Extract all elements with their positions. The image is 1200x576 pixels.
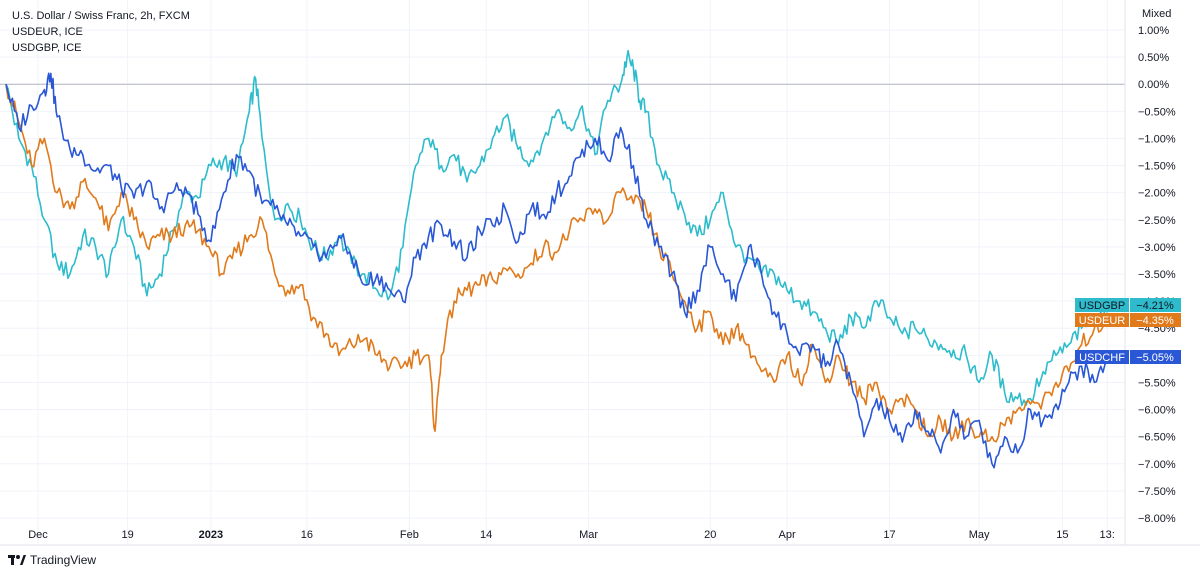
- x-tick-label: 13:: [1100, 529, 1115, 541]
- y-tick-label: −6.00%: [1138, 405, 1176, 417]
- series-name-tag: USDEUR: [1079, 315, 1126, 327]
- y-tick-label: −1.50%: [1138, 161, 1176, 173]
- series-line-usdeur[interactable]: [5, 84, 1108, 443]
- tradingview-logo-icon: [8, 555, 26, 565]
- series-line-usdchf[interactable]: [5, 72, 1108, 469]
- grid: [0, 0, 1125, 545]
- series-name-tag: USDGBP: [1079, 300, 1125, 312]
- x-tick-label: 19: [122, 529, 134, 541]
- x-tick-label: Apr: [779, 529, 796, 541]
- last-value-tag-bg: [1130, 313, 1181, 327]
- y-tick-label: −3.00%: [1138, 242, 1176, 254]
- y-tick-label: 0.50%: [1138, 52, 1169, 64]
- y-tick-label: −7.00%: [1138, 459, 1176, 471]
- series-name-tag-bg: [1075, 350, 1129, 364]
- y-tick-label: 0.00%: [1138, 79, 1169, 91]
- x-tick-label: 16: [301, 529, 313, 541]
- last-value-labels: USDGBP −4.21% USDEUR −4.35% USDCHF −5.05%: [1075, 298, 1181, 364]
- legend-series-chf[interactable]: U.S. Dollar / Swiss Franc, 2h, FXCM: [12, 10, 190, 22]
- x-tick-label: 17: [883, 529, 895, 541]
- y-tick-label: −7.50%: [1138, 486, 1176, 498]
- last-value-tag-bg: [1130, 298, 1181, 312]
- series-name-tag: USDCHF: [1079, 352, 1125, 364]
- y-tick-label: −8.00%: [1138, 513, 1176, 525]
- y-tick-label: −6.50%: [1138, 432, 1176, 444]
- y-tick-label: −0.50%: [1138, 106, 1176, 118]
- x-tick-label: May: [969, 529, 990, 541]
- scale-mode-label[interactable]: Mixed: [1142, 8, 1171, 20]
- y-tick-label: −2.00%: [1138, 188, 1176, 200]
- x-tick-label: 2023: [199, 529, 223, 541]
- series-name-tag-bg: [1075, 313, 1129, 327]
- legend: U.S. Dollar / Swiss Franc, 2h, FXCM USDE…: [12, 8, 190, 56]
- y-tick-label: −2.50%: [1138, 215, 1176, 227]
- last-value-tag: −4.35%: [1136, 315, 1174, 327]
- y-tick-label: −5.50%: [1138, 377, 1176, 389]
- y-axis: 1.00% 0.50% 0.00% −0.50% −1.00% −1.50% −2.00% −…: [1138, 25, 1176, 525]
- y-tick-label: −3.50%: [1138, 269, 1176, 281]
- series-layer: [5, 49, 1108, 469]
- last-value-tag-bg: [1130, 350, 1181, 364]
- series-name-tag-bg: [1075, 298, 1129, 312]
- x-tick-label: Dec: [28, 529, 48, 541]
- last-value-tag: −4.21%: [1136, 300, 1174, 312]
- x-tick-label: 15: [1056, 529, 1068, 541]
- series-line-usdgbp[interactable]: [5, 49, 1108, 407]
- brand-name: TradingView: [30, 553, 97, 567]
- x-tick-label: Mar: [579, 529, 598, 541]
- legend-series-eur[interactable]: USDEUR, ICE: [12, 26, 83, 38]
- x-axis: Dec 19 2023 16 Feb 14 Mar 20 Apr 17 May 15 13:: [28, 529, 1115, 541]
- x-tick-label: Feb: [400, 529, 419, 541]
- x-tick-label: 14: [480, 529, 492, 541]
- x-tick-label: 20: [704, 529, 716, 541]
- legend-series-gbp[interactable]: USDGBP, ICE: [12, 42, 82, 54]
- brand-footer[interactable]: TradingView: [8, 553, 96, 567]
- y-tick-label: −1.00%: [1138, 133, 1176, 145]
- y-tick-label: 1.00%: [1138, 25, 1169, 37]
- last-value-tag: −5.05%: [1136, 352, 1174, 364]
